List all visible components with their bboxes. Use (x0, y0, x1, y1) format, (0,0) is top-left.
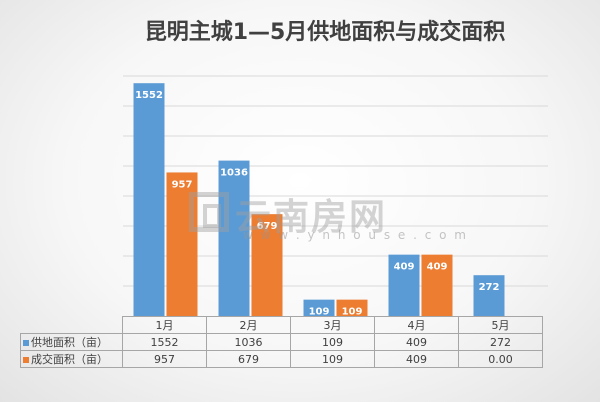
data-label: 109 (342, 307, 363, 318)
category-label: 4月 (374, 316, 459, 334)
table-cell: 109 (290, 333, 375, 351)
table-cell: 272 (458, 333, 543, 351)
bar (336, 299, 368, 316)
data-label: 409 (394, 262, 415, 273)
bars (133, 83, 505, 316)
data-label: 957 (172, 179, 193, 190)
legend-entry: 成交面积（亩） (20, 350, 123, 368)
data-label: 1036 (220, 168, 248, 179)
table-cell: 1552 (122, 333, 207, 351)
data-labels: 1552 1036 109 409 272 957 679 109 409 (135, 90, 499, 317)
table-cell: 0.00 (458, 350, 543, 368)
data-label: 272 (479, 282, 500, 293)
bar (303, 299, 335, 316)
category-label: 1月 (122, 316, 207, 334)
bar (421, 254, 453, 316)
table-cell: 409 (374, 350, 459, 368)
category-label: 3月 (290, 316, 375, 334)
data-table: 1月 2月 3月 4月 5月 供地面积（亩） 1552 1036 109 409… (20, 316, 543, 368)
legend-entry: 供地面积（亩） (20, 333, 123, 351)
category-label: 2月 (206, 316, 291, 334)
table-cell: 409 (374, 333, 459, 351)
data-label: 409 (427, 262, 448, 273)
bar (251, 214, 283, 316)
data-label: 1552 (135, 90, 163, 101)
legend-label: 供地面积（亩） (31, 336, 108, 349)
data-label: 109 (309, 307, 330, 318)
bar (218, 160, 250, 316)
table-cell: 1036 (206, 333, 291, 351)
legend-swatch-supply (23, 340, 29, 346)
chart-title: 昆明主城1—5月供地面积与成交面积 (144, 20, 506, 45)
bar (133, 83, 165, 316)
bar (166, 172, 198, 316)
table-cell: 109 (290, 350, 375, 368)
data-label: 679 (257, 221, 278, 232)
legend-label: 成交面积（亩） (31, 353, 108, 366)
category-label: 5月 (458, 316, 543, 334)
table-corner (20, 316, 123, 334)
table-cell: 957 (122, 350, 207, 368)
table-row: 成交面积（亩） 957 679 109 409 0.00 (20, 350, 543, 368)
table-row: 供地面积（亩） 1552 1036 109 409 272 (20, 333, 543, 351)
bar (473, 275, 505, 316)
legend-swatch-deal (23, 357, 29, 363)
table-cell: 679 (206, 350, 291, 368)
bar (388, 254, 420, 316)
table-header-row: 1月 2月 3月 4月 5月 (20, 316, 543, 334)
